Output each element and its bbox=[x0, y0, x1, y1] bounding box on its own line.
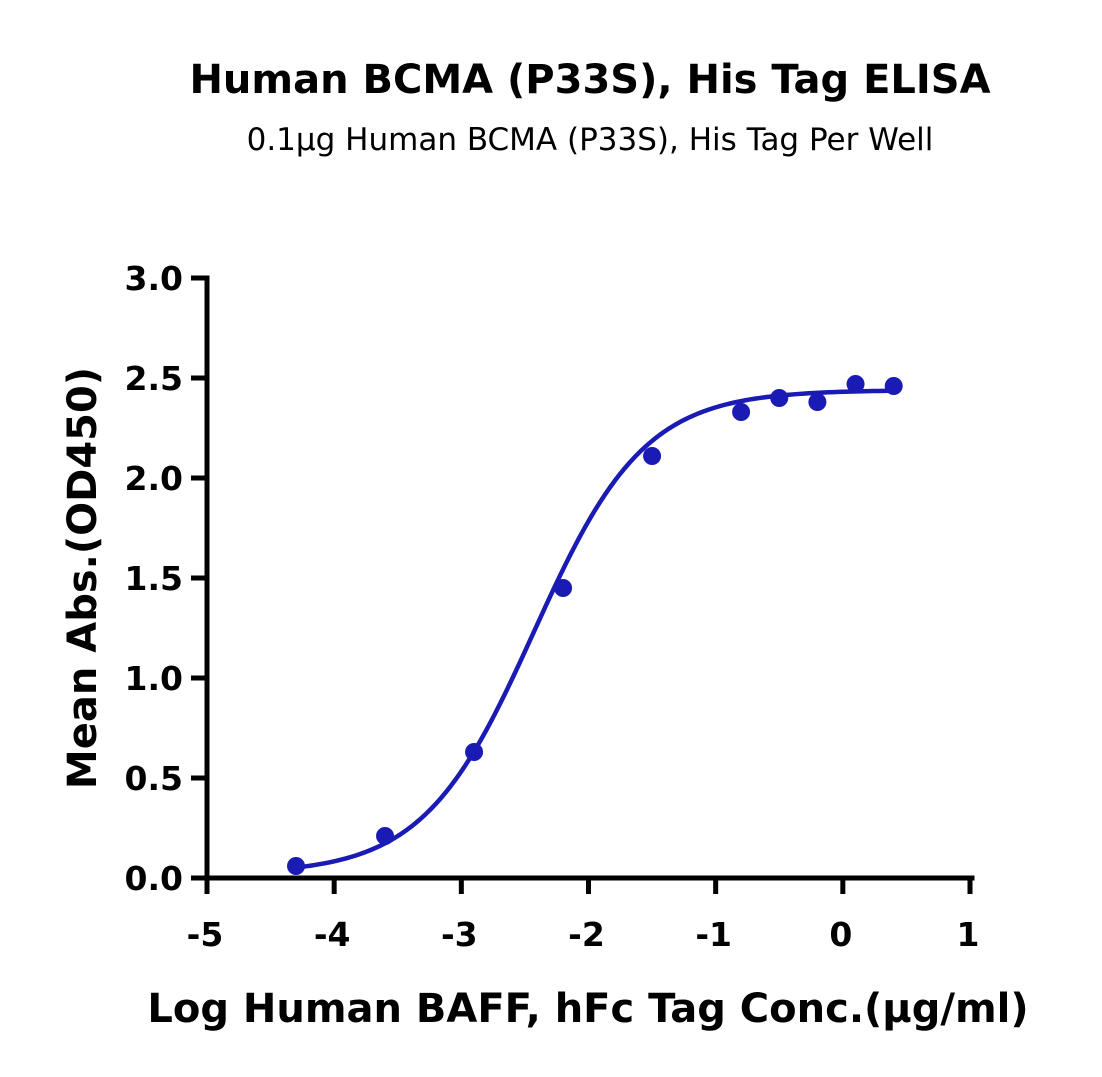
y-tick-label: 0.0 bbox=[125, 859, 183, 898]
x-tick-label: -2 bbox=[568, 915, 605, 954]
x-tick-label: -1 bbox=[695, 915, 732, 954]
x-tick-label: -3 bbox=[441, 915, 478, 954]
fit-curve bbox=[295, 388, 894, 870]
y-axis-label: Mean Abs.(OD450) bbox=[60, 367, 106, 789]
data-point bbox=[465, 743, 484, 761]
chart-subtitle: 0.1μg Human BCMA (P33S), His Tag Per Wel… bbox=[247, 122, 934, 158]
y-tick-label: 2.0 bbox=[125, 459, 183, 498]
y-axis: 0.0 0.5 1.0 1.5 2.0 2.5 3.0 bbox=[125, 259, 210, 898]
y-tick-label: 3.0 bbox=[125, 259, 183, 298]
chart-title: Human BCMA (P33S), His Tag ELISA bbox=[189, 57, 990, 103]
y-tick-label: 0.5 bbox=[125, 759, 183, 798]
x-axis-label: Log Human BAFF, hFc Tag Conc.(μg/ml) bbox=[147, 986, 1028, 1032]
plot-area bbox=[287, 375, 903, 875]
x-tick-label: 1 bbox=[957, 915, 980, 954]
x-tick-label: -4 bbox=[314, 915, 351, 954]
x-tick-label: -5 bbox=[187, 915, 224, 954]
data-point bbox=[808, 393, 827, 411]
x-tick-label: 0 bbox=[829, 915, 852, 954]
data-point bbox=[770, 389, 789, 407]
data-point bbox=[732, 403, 751, 421]
data-point bbox=[643, 447, 662, 465]
data-point bbox=[287, 857, 306, 875]
data-point bbox=[376, 827, 395, 845]
data-point bbox=[884, 377, 903, 395]
y-tick-label: 1.0 bbox=[125, 659, 183, 698]
y-tick-label: 2.5 bbox=[125, 359, 183, 398]
data-point bbox=[846, 375, 865, 393]
y-tick-label: 1.5 bbox=[125, 559, 183, 598]
data-point bbox=[554, 579, 573, 597]
x-axis: -5 -4 -3 -2 -1 0 1 bbox=[187, 875, 980, 954]
